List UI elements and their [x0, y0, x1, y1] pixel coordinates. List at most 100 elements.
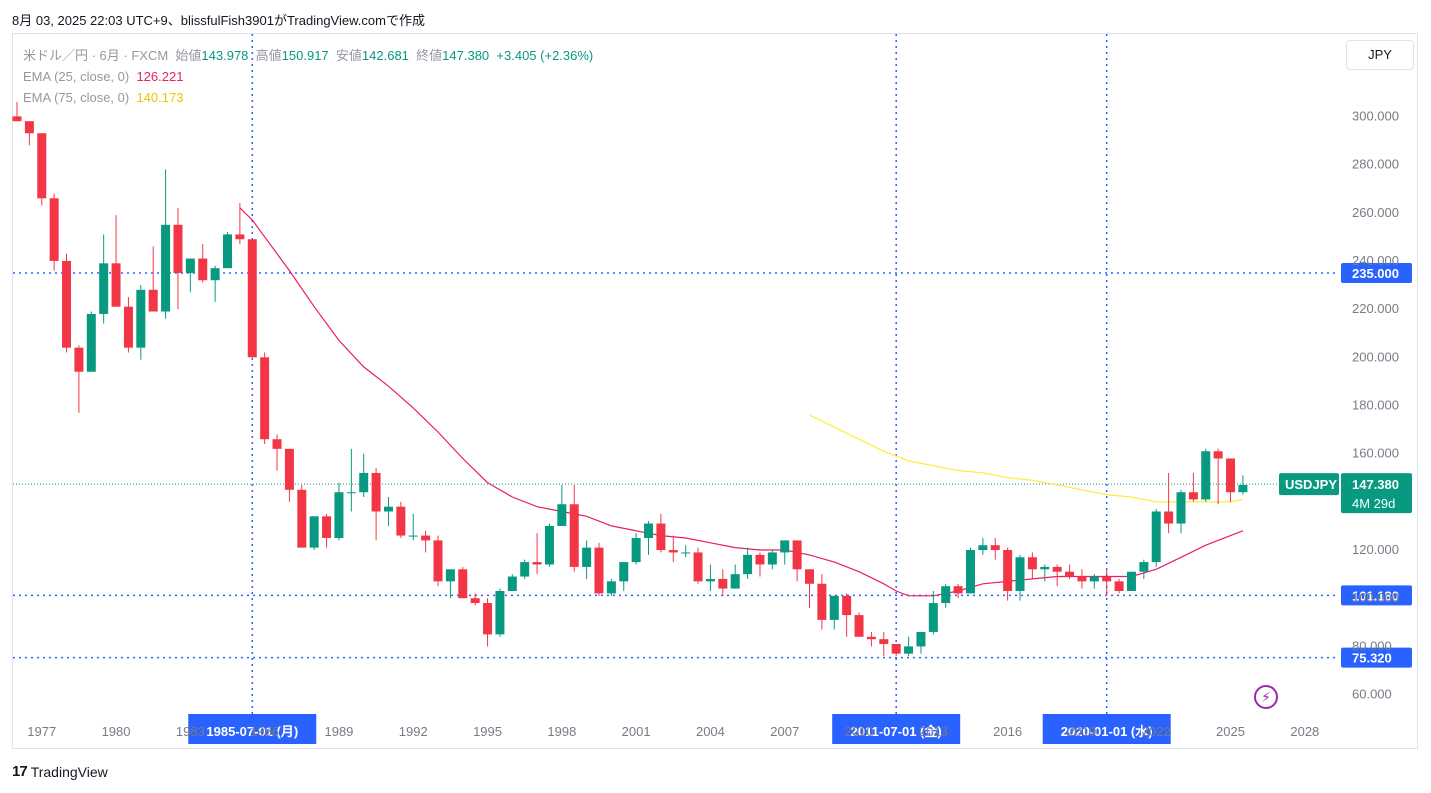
price-label-countdown: 4M 29d	[1352, 496, 1395, 511]
x-tick-label: 1995	[473, 724, 502, 739]
candle-body	[854, 615, 864, 637]
candle-body	[928, 603, 938, 632]
candle-body	[1027, 557, 1037, 570]
candle-body	[582, 547, 592, 567]
candle-body	[767, 552, 777, 565]
x-tick-label: 2022	[1142, 724, 1171, 739]
candle-body	[433, 540, 443, 582]
legend-ema75[interactable]: EMA (75, close, 0) 140.173	[23, 87, 593, 108]
ema25-line	[239, 207, 1244, 597]
legend: 米ドル／円 · 6月 · FXCM 始値143.978 高値150.917 安値…	[23, 45, 593, 108]
candle-body	[965, 550, 975, 594]
vertical-marker-label-bg	[832, 714, 961, 744]
candle-body	[904, 646, 914, 654]
candle-body	[185, 258, 195, 273]
candle-body	[631, 537, 641, 563]
legend-open-label: 始値	[175, 48, 202, 63]
candle-body	[644, 523, 654, 538]
footer-brand[interactable]: 17 TradingView	[12, 763, 108, 780]
legend-ema25[interactable]: EMA (25, close, 0) 126.221	[23, 66, 593, 87]
ema75-series	[809, 414, 1244, 503]
candle-body	[805, 569, 815, 584]
candle-body	[383, 506, 393, 512]
candle-body	[953, 586, 963, 594]
vertical-marker-label-bg	[188, 714, 317, 744]
ema75-value: 140.173	[136, 90, 184, 105]
x-tick-label: 1986	[250, 724, 279, 739]
y-tick-label: 60.000	[1352, 687, 1392, 702]
chart-frame	[12, 33, 1418, 749]
symbol-label: USDJPY	[1285, 477, 1337, 492]
candle-body	[1213, 451, 1223, 459]
x-tick-label: 2013	[919, 724, 948, 739]
legend-ohlc: 米ドル／円 · 6月 · FXCM 始値143.978 高値150.917 安値…	[23, 45, 593, 66]
vertical-marker-label: 2020-01-01 (水)	[1061, 724, 1153, 739]
candle-body	[12, 116, 22, 122]
legend-close-value: 147.380	[442, 48, 490, 63]
tradingview-logo-icon: 17	[12, 763, 28, 780]
lightning-icon[interactable]: ⚡	[1254, 685, 1278, 709]
legend-low-value: 142.681	[361, 48, 409, 63]
candle-body	[1188, 492, 1198, 500]
horizontal-line-label-bg	[1341, 585, 1412, 606]
candle-body	[408, 535, 418, 537]
x-tick-label: 1980	[102, 724, 131, 739]
y-tick-label: 180.000	[1352, 397, 1399, 412]
candle-body	[359, 472, 369, 493]
candle-body	[829, 595, 839, 620]
candle-body	[136, 289, 146, 348]
candle-body	[495, 590, 505, 635]
candle-body	[693, 552, 703, 582]
y-tick-label: 200.000	[1352, 349, 1399, 364]
candle-body	[1065, 571, 1075, 577]
candle-body	[557, 504, 567, 526]
candle-body	[656, 523, 666, 551]
candle-body	[161, 224, 171, 312]
legend-symbol: 米ドル／円 · 6月 · FXCM	[23, 48, 169, 63]
x-tick-label: 2007	[770, 724, 799, 739]
vertical-marker-label-bg	[1042, 714, 1171, 744]
candle-body	[74, 347, 84, 372]
candle-body	[1114, 581, 1124, 591]
currency-button[interactable]: JPY	[1346, 40, 1414, 70]
x-tick-label: 1983	[176, 724, 205, 739]
candle-body	[49, 198, 59, 261]
candle-body	[1040, 566, 1050, 570]
brand-name: TradingView	[30, 763, 108, 780]
y-tick-label: 240.000	[1352, 253, 1399, 268]
candle-body	[1052, 566, 1062, 572]
ema75-line	[809, 414, 1244, 503]
vertical-marker-label: 2011-07-01 (金)	[851, 724, 942, 739]
legend-low-label: 安値	[335, 48, 362, 63]
candle-body	[1226, 458, 1236, 493]
candle-body	[1102, 576, 1112, 582]
candle-body	[1176, 492, 1186, 524]
candle-body	[866, 636, 876, 640]
candle-body	[1139, 562, 1149, 572]
legend-high-label: 高値	[255, 48, 282, 63]
candle-body	[458, 569, 468, 599]
candle-body	[978, 545, 988, 551]
vertical-markers: 1985-07-01 (月) 2011-07-01 (金) 2020-01-01 (…	[188, 34, 1171, 744]
x-tick-label: 2016	[993, 724, 1022, 739]
x-tick-label: 2019	[1067, 724, 1096, 739]
candle-body	[817, 583, 827, 620]
candle-body	[1151, 511, 1161, 563]
candle-body	[681, 552, 691, 554]
horizontal-lines: 235.000 101.180 75.320	[13, 262, 1412, 668]
x-tick-label: 2010	[845, 724, 874, 739]
legend-open-value: 143.978	[201, 48, 249, 63]
ema25-label: EMA (25, close, 0)	[23, 69, 130, 84]
candle-body	[1089, 576, 1099, 582]
candle-body	[111, 263, 121, 307]
candle-body	[1164, 511, 1174, 524]
candle-body	[37, 133, 47, 199]
candle-body	[309, 516, 319, 548]
candle-body	[346, 492, 356, 494]
candle-body	[718, 578, 728, 589]
symbol-label-bg	[1279, 473, 1339, 496]
x-tick-label: 1989	[324, 724, 353, 739]
y-tick-label: 160.000	[1352, 446, 1399, 461]
ema75-label: EMA (75, close, 0)	[23, 90, 130, 105]
